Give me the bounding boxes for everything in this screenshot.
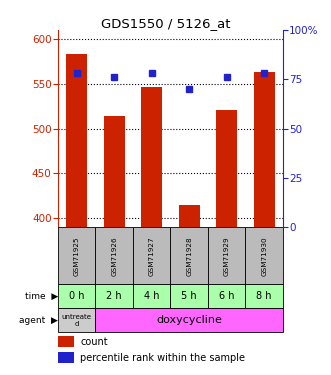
- Bar: [179, 205, 200, 227]
- Bar: [170, 284, 208, 308]
- Bar: [133, 227, 170, 284]
- Text: untreate
d: untreate d: [62, 314, 92, 327]
- Text: 8 h: 8 h: [257, 291, 272, 301]
- Text: GSM71929: GSM71929: [224, 236, 230, 276]
- Bar: [141, 87, 162, 227]
- Text: 4 h: 4 h: [144, 291, 160, 301]
- Bar: [246, 284, 283, 308]
- Bar: [95, 308, 283, 332]
- Bar: [208, 227, 246, 284]
- Text: 6 h: 6 h: [219, 291, 234, 301]
- Text: 5 h: 5 h: [181, 291, 197, 301]
- Text: GSM71926: GSM71926: [111, 236, 117, 276]
- Bar: [216, 110, 237, 227]
- Bar: [95, 284, 133, 308]
- Bar: [208, 284, 246, 308]
- Text: 2 h: 2 h: [106, 291, 122, 301]
- Bar: [58, 284, 95, 308]
- Text: GSM71927: GSM71927: [149, 236, 155, 276]
- Text: agent  ▶: agent ▶: [19, 316, 58, 325]
- Text: count: count: [80, 336, 108, 346]
- Bar: [170, 227, 208, 284]
- Text: percentile rank within the sample: percentile rank within the sample: [80, 352, 245, 363]
- Bar: [95, 227, 133, 284]
- Bar: [104, 116, 124, 227]
- Bar: [58, 308, 95, 332]
- Text: GDS1550 / 5126_at: GDS1550 / 5126_at: [101, 17, 230, 30]
- Text: GSM71925: GSM71925: [74, 236, 80, 276]
- Bar: [66, 54, 87, 227]
- Bar: [58, 336, 74, 347]
- Bar: [58, 227, 95, 284]
- Bar: [246, 227, 283, 284]
- Text: time  ▶: time ▶: [25, 292, 58, 301]
- Text: GSM71928: GSM71928: [186, 236, 192, 276]
- Text: GSM71930: GSM71930: [261, 236, 267, 276]
- Bar: [133, 284, 170, 308]
- Text: 0 h: 0 h: [69, 291, 84, 301]
- Text: doxycycline: doxycycline: [156, 315, 222, 326]
- Bar: [58, 352, 74, 363]
- Bar: [254, 72, 274, 227]
